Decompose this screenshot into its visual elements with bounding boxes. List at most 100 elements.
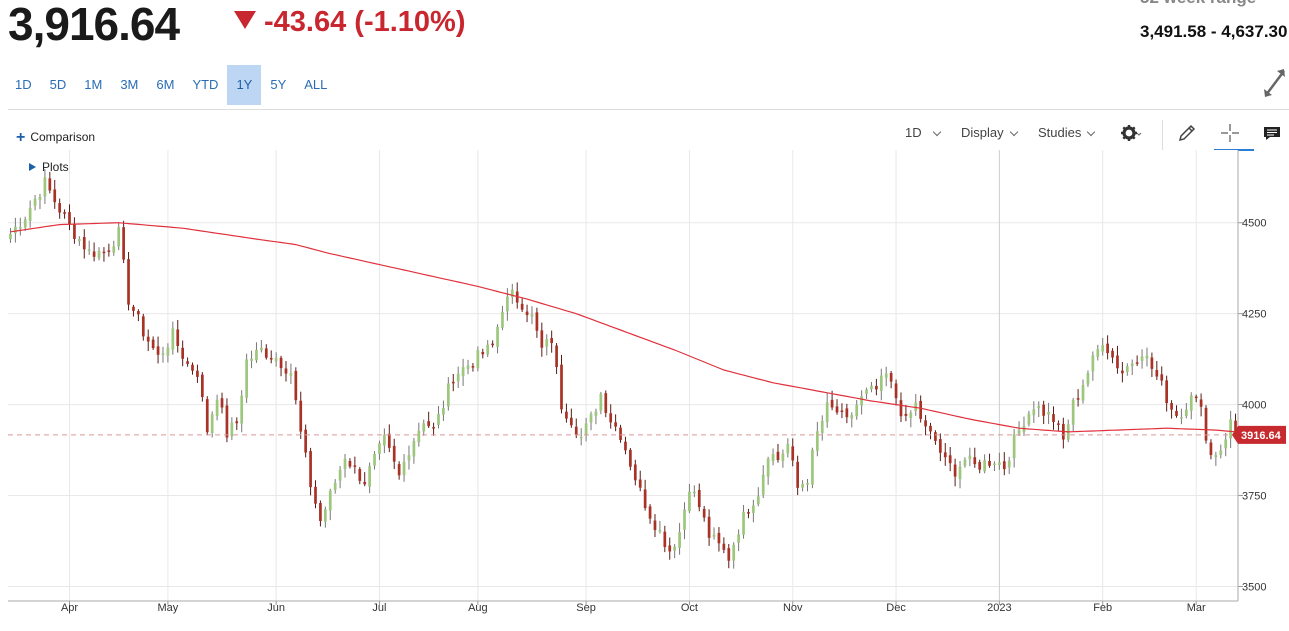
period-1m[interactable]: 1M	[84, 77, 103, 92]
y-tick-label: 4500	[1242, 218, 1266, 230]
candle-body	[117, 227, 121, 247]
candle-body	[107, 250, 111, 252]
candle-body	[953, 464, 957, 477]
candle-body	[63, 212, 66, 214]
period-all[interactable]: ALL	[304, 77, 328, 92]
candle-body	[771, 454, 775, 462]
candle-body	[1121, 370, 1124, 374]
candle-body	[683, 509, 686, 530]
y-tick-label: 4250	[1242, 309, 1266, 321]
candle-body	[269, 358, 273, 360]
period-6m[interactable]: 6M	[156, 77, 175, 92]
range-value: 3,491.58 - 4,637.30	[1140, 22, 1288, 41]
candle-body	[929, 425, 932, 432]
candle-body	[1130, 363, 1134, 367]
period-ytd[interactable]: YTD	[192, 77, 219, 92]
candle-body	[196, 370, 199, 377]
candle-body	[1002, 461, 1006, 470]
candle-body	[166, 347, 170, 356]
candle-body	[304, 429, 308, 453]
candle-body	[1229, 419, 1232, 439]
candle-body	[9, 233, 12, 240]
candle-body	[998, 462, 1001, 466]
candle-body	[1160, 374, 1164, 381]
candle-body	[373, 453, 376, 466]
candle-body	[899, 400, 903, 417]
moving-average-line	[10, 222, 1236, 433]
candle-body	[1145, 355, 1149, 359]
candle-body	[1017, 429, 1021, 434]
display-dropdown[interactable]: Display	[961, 125, 1018, 140]
studies-dropdown[interactable]: Studies	[1038, 125, 1096, 140]
period-5y[interactable]: 5Y	[270, 77, 287, 92]
candle-body	[122, 227, 125, 260]
candle-body	[835, 406, 839, 413]
candle-body	[456, 373, 460, 382]
candle-body	[461, 366, 465, 377]
candle-body	[1234, 420, 1237, 435]
candle-body	[392, 445, 396, 462]
interval-dropdown[interactable]: 1D	[905, 125, 941, 140]
candle-body	[889, 373, 893, 382]
period-3m[interactable]: 3M	[120, 77, 139, 92]
candle-body	[850, 414, 854, 419]
comparison-button[interactable]: + Comparison	[16, 128, 95, 146]
candle-body	[1189, 395, 1193, 411]
x-tick-label: Jun	[267, 602, 285, 614]
candle-body	[77, 239, 81, 242]
plots-toggle[interactable]: Plots	[29, 160, 69, 174]
candle-body	[73, 223, 76, 239]
candle-body	[963, 459, 967, 466]
x-tick-label: Sep	[576, 602, 596, 614]
candle-body	[1180, 417, 1183, 419]
candle-body	[594, 411, 598, 416]
candle-body	[1175, 410, 1178, 416]
candle-body	[146, 336, 150, 342]
annotation-button[interactable]	[1259, 120, 1285, 146]
candle-body	[43, 177, 47, 197]
candle-body	[1219, 450, 1223, 455]
period-1y[interactable]: 1Y	[227, 65, 262, 105]
candle-body	[943, 452, 947, 458]
candle-body	[215, 399, 219, 417]
candle-body	[988, 461, 991, 466]
candle-body	[28, 208, 32, 222]
chevron-down-icon	[1009, 127, 1018, 137]
candle-body	[1096, 349, 1100, 357]
candle-body	[584, 423, 588, 436]
x-tick-label: Feb	[1093, 602, 1112, 614]
candle-body	[550, 338, 554, 344]
candle-body	[589, 414, 593, 423]
price-change: -43.64 (-1.10%)	[234, 6, 466, 39]
candle-body	[565, 411, 568, 419]
candle-body	[476, 350, 480, 369]
candle-body	[53, 189, 57, 203]
price-chart[interactable]: 3500 3750 4000 4250 4500 Apr May Jun Jul Aug Sep Oc…	[0, 150, 1289, 631]
candle-body	[240, 395, 244, 424]
candle-body	[569, 417, 573, 426]
period-5d[interactable]: 5D	[49, 77, 67, 92]
candle-body	[491, 343, 494, 346]
crosshair-button[interactable]	[1217, 120, 1243, 146]
draw-button[interactable]	[1174, 120, 1200, 146]
comparison-label: Comparison	[30, 130, 96, 144]
candle-body	[200, 374, 204, 397]
candle-body	[599, 393, 603, 411]
period-1d[interactable]: 1D	[15, 77, 32, 92]
settings-button[interactable]	[1118, 120, 1144, 146]
candle-body	[1047, 412, 1050, 415]
candle-body	[191, 364, 194, 371]
candle-body	[407, 455, 411, 461]
candle-body	[501, 311, 504, 328]
candle-body	[668, 545, 672, 552]
candle-body	[865, 389, 868, 394]
candle-body	[820, 420, 824, 433]
expand-icon[interactable]	[1263, 66, 1287, 98]
candle-body	[756, 496, 760, 505]
candle-body	[127, 259, 130, 305]
candle-body	[747, 512, 750, 514]
candle-body	[604, 393, 608, 413]
plots-label: Plots	[42, 160, 69, 174]
candle-body	[742, 511, 745, 535]
candle-body	[629, 449, 632, 467]
